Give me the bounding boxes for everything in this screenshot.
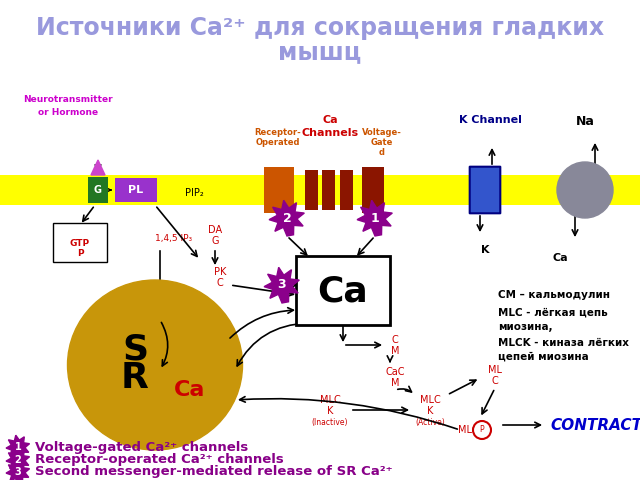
Text: P: P bbox=[77, 249, 83, 257]
Text: 2: 2 bbox=[15, 455, 21, 465]
Circle shape bbox=[473, 421, 491, 439]
Polygon shape bbox=[357, 200, 392, 236]
Text: PL: PL bbox=[129, 185, 143, 195]
Polygon shape bbox=[269, 200, 304, 236]
FancyBboxPatch shape bbox=[470, 167, 500, 213]
Text: Neurotransmitter: Neurotransmitter bbox=[23, 95, 113, 104]
Text: Ca: Ca bbox=[174, 380, 205, 400]
Text: CM – кальмодулин: CM – кальмодулин bbox=[498, 290, 610, 300]
Text: Voltage-: Voltage- bbox=[362, 128, 402, 137]
Text: MLC - лёгкая цепь: MLC - лёгкая цепь bbox=[498, 308, 608, 318]
FancyBboxPatch shape bbox=[264, 167, 294, 213]
Text: MLCK - киназа лёгких: MLCK - киназа лёгких bbox=[498, 338, 629, 348]
Text: K: K bbox=[427, 406, 433, 416]
Polygon shape bbox=[264, 267, 300, 303]
Polygon shape bbox=[6, 435, 29, 459]
FancyBboxPatch shape bbox=[340, 170, 353, 210]
Text: R: R bbox=[121, 361, 149, 395]
Ellipse shape bbox=[67, 280, 243, 450]
Text: PK: PK bbox=[214, 267, 226, 277]
Text: C: C bbox=[392, 335, 398, 345]
Polygon shape bbox=[6, 460, 29, 480]
Text: Ca: Ca bbox=[322, 115, 338, 125]
Text: PIP₂: PIP₂ bbox=[185, 188, 204, 198]
Text: C: C bbox=[216, 278, 223, 288]
Text: Receptor-operated Ca²⁺ channels: Receptor-operated Ca²⁺ channels bbox=[35, 454, 284, 467]
Text: 2: 2 bbox=[283, 212, 291, 225]
Text: S: S bbox=[122, 333, 148, 367]
Text: Second messenger-mediated release of SR Ca²⁺: Second messenger-mediated release of SR … bbox=[35, 466, 392, 479]
Text: Ca: Ca bbox=[552, 253, 568, 263]
FancyBboxPatch shape bbox=[88, 177, 108, 203]
Text: Receptor-: Receptor- bbox=[255, 128, 301, 137]
FancyBboxPatch shape bbox=[305, 170, 318, 210]
Text: 1,4,5 IP₃: 1,4,5 IP₃ bbox=[155, 233, 192, 242]
Text: GTP: GTP bbox=[70, 239, 90, 248]
Text: CONTRACTION: CONTRACTION bbox=[550, 418, 640, 432]
Text: M: M bbox=[391, 378, 399, 388]
Text: миозина,: миозина, bbox=[498, 322, 552, 332]
Text: K Channel: K Channel bbox=[459, 115, 522, 125]
Text: CaC: CaC bbox=[385, 367, 404, 377]
Polygon shape bbox=[6, 448, 29, 472]
Text: Источники Ca²⁺ для сокращения гладких: Источники Ca²⁺ для сокращения гладких bbox=[36, 16, 604, 40]
Text: цепей миозина: цепей миозина bbox=[498, 352, 589, 362]
FancyBboxPatch shape bbox=[362, 167, 384, 213]
Text: Na: Na bbox=[575, 115, 595, 128]
Text: P: P bbox=[480, 425, 484, 434]
Text: мышц: мышц bbox=[278, 40, 362, 64]
Text: C: C bbox=[492, 376, 499, 386]
Text: K: K bbox=[327, 406, 333, 416]
Text: 3: 3 bbox=[15, 467, 21, 477]
Text: 1: 1 bbox=[371, 212, 380, 225]
FancyBboxPatch shape bbox=[115, 178, 157, 202]
Text: or Hormone: or Hormone bbox=[38, 108, 98, 117]
Bar bbox=[0, 175, 640, 205]
Polygon shape bbox=[91, 160, 105, 175]
Text: Ca: Ca bbox=[317, 274, 369, 308]
Text: ML: ML bbox=[488, 365, 502, 375]
Text: 1: 1 bbox=[15, 442, 21, 452]
Text: d: d bbox=[379, 148, 385, 157]
Text: Voltage-gated Ca²⁺ channels: Voltage-gated Ca²⁺ channels bbox=[35, 441, 248, 454]
FancyBboxPatch shape bbox=[53, 223, 107, 262]
Circle shape bbox=[557, 162, 613, 218]
Text: K: K bbox=[481, 245, 489, 255]
FancyBboxPatch shape bbox=[296, 256, 390, 325]
Text: G: G bbox=[211, 236, 219, 246]
Text: Operated: Operated bbox=[256, 138, 300, 147]
Text: G: G bbox=[94, 185, 102, 195]
Text: Gate: Gate bbox=[371, 138, 393, 147]
Text: Channels: Channels bbox=[301, 128, 358, 138]
Text: M: M bbox=[391, 346, 399, 356]
FancyBboxPatch shape bbox=[322, 170, 335, 210]
Text: MLC: MLC bbox=[420, 395, 440, 405]
Text: (Active): (Active) bbox=[415, 418, 445, 427]
Text: MLC: MLC bbox=[319, 395, 340, 405]
Text: 3: 3 bbox=[278, 278, 286, 291]
Text: DA: DA bbox=[208, 225, 222, 235]
Text: (Inactive): (Inactive) bbox=[312, 418, 348, 427]
Text: MLC: MLC bbox=[458, 425, 478, 435]
